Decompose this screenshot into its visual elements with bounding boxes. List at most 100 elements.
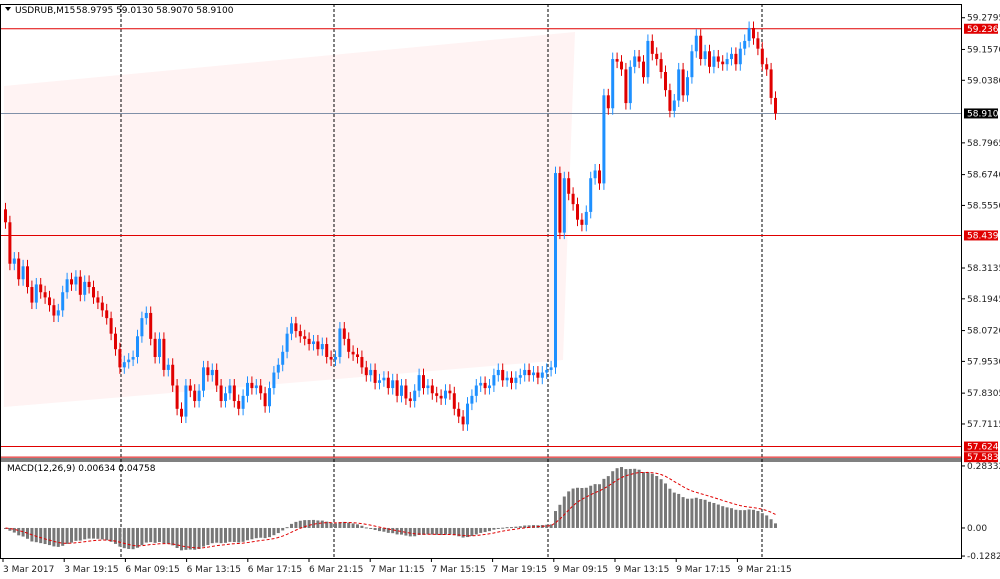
candle-body bbox=[756, 38, 760, 49]
candle-body bbox=[100, 302, 104, 311]
macd-bar bbox=[65, 527, 69, 544]
macd-bar bbox=[334, 523, 337, 528]
candle-body bbox=[523, 369, 527, 376]
macd-bar bbox=[8, 527, 12, 531]
plot-frame bbox=[0, 4, 962, 559]
candle-body bbox=[430, 385, 434, 394]
candle-body bbox=[554, 173, 557, 368]
candle-body bbox=[219, 385, 223, 402]
macd-bar bbox=[224, 527, 227, 543]
candle-body bbox=[510, 377, 513, 383]
candle-body bbox=[197, 390, 201, 402]
macd-bar bbox=[589, 485, 593, 528]
macd-bar bbox=[259, 527, 263, 538]
candle-body bbox=[312, 341, 315, 345]
candle-body bbox=[294, 323, 298, 332]
ohlc-readout: 58.9795 59.0130 58.9070 58.9100 bbox=[76, 6, 234, 16]
candle-body bbox=[118, 349, 122, 368]
candle-body bbox=[483, 382, 487, 389]
macd-bar bbox=[153, 527, 157, 543]
macd-bar bbox=[250, 527, 254, 540]
candle-body bbox=[422, 375, 425, 389]
candle-body bbox=[105, 310, 109, 319]
macd-bar bbox=[712, 502, 716, 528]
candle-body bbox=[263, 393, 267, 407]
candle-body bbox=[206, 367, 210, 376]
candle-body bbox=[628, 66, 632, 104]
candle-body bbox=[276, 364, 280, 373]
candle-body bbox=[668, 90, 672, 111]
macd-bar bbox=[633, 468, 637, 528]
candle-body bbox=[334, 356, 337, 360]
time-tick-label: 3 Mar 2017 bbox=[3, 565, 54, 575]
macd-bar bbox=[646, 472, 650, 528]
macd-bar bbox=[774, 523, 777, 528]
candle-body bbox=[153, 338, 157, 357]
macd-bar bbox=[523, 525, 527, 528]
candle-body bbox=[109, 318, 113, 334]
macd-bar bbox=[602, 478, 606, 528]
macd-bar bbox=[488, 527, 491, 532]
macd-bar bbox=[576, 487, 579, 528]
candle-body bbox=[747, 27, 751, 41]
level-price-label: 57.6243 bbox=[967, 443, 1000, 453]
candle-body bbox=[171, 364, 175, 386]
macd-bar bbox=[474, 527, 478, 535]
candle-body bbox=[259, 385, 263, 394]
candle-body bbox=[532, 372, 535, 376]
candle-body bbox=[461, 416, 465, 425]
chart-header[interactable]: USDRUB,M15 58.9795 59.0130 58.9070 58.91… bbox=[5, 6, 234, 16]
candle-body bbox=[158, 338, 161, 357]
macd-bar bbox=[628, 468, 632, 528]
macd-bar bbox=[760, 513, 764, 528]
macd-bar bbox=[584, 487, 588, 528]
candle-body bbox=[417, 375, 421, 391]
candle-body bbox=[444, 390, 447, 399]
macd-bar bbox=[303, 520, 307, 528]
candle-body bbox=[400, 385, 403, 396]
candle-body bbox=[584, 211, 588, 225]
candle-body bbox=[61, 292, 65, 311]
candle-body bbox=[470, 395, 474, 404]
candle-body bbox=[633, 56, 637, 67]
macd-bar bbox=[329, 522, 333, 528]
candle-body bbox=[21, 266, 25, 280]
candle-body bbox=[615, 59, 619, 62]
candle-body bbox=[642, 61, 645, 78]
candle-body bbox=[686, 77, 689, 96]
triangle-down-icon[interactable] bbox=[5, 7, 11, 11]
candle-body bbox=[452, 393, 456, 409]
macd-bar bbox=[52, 527, 56, 547]
macd-bar bbox=[756, 511, 760, 528]
macd-bar bbox=[527, 525, 531, 528]
macd-bar bbox=[650, 473, 654, 528]
candle-body bbox=[505, 377, 509, 381]
macd-bar bbox=[338, 522, 342, 528]
macd-bar bbox=[699, 499, 703, 528]
macd-bar bbox=[611, 471, 615, 528]
time-tick-label: 7 Mar 15:15 bbox=[431, 565, 485, 575]
candle-body bbox=[228, 385, 232, 394]
candle-body bbox=[56, 310, 60, 316]
level-price-label: 57.5834 bbox=[967, 453, 1000, 463]
macd-bar bbox=[457, 527, 461, 537]
macd-bar bbox=[92, 527, 95, 539]
macd-bar bbox=[246, 527, 249, 541]
macd-bar bbox=[369, 527, 373, 529]
candles bbox=[4, 21, 777, 431]
macd-bar bbox=[637, 469, 641, 528]
time-tick-label: 6 Mar 21:15 bbox=[309, 565, 363, 575]
macd-bar bbox=[356, 524, 359, 528]
candle-body bbox=[677, 69, 681, 101]
macd-bar bbox=[461, 527, 465, 538]
time-tick-label: 9 Mar 09:15 bbox=[554, 565, 608, 575]
macd-bar bbox=[444, 527, 447, 535]
price-tick-label: 58.5550 bbox=[967, 201, 1000, 211]
macd-bar bbox=[510, 527, 513, 529]
candle-body bbox=[96, 297, 100, 303]
macd-bar bbox=[716, 504, 720, 528]
price-tick-label: 59.1570 bbox=[967, 45, 1000, 55]
level-price-tag bbox=[964, 452, 998, 463]
